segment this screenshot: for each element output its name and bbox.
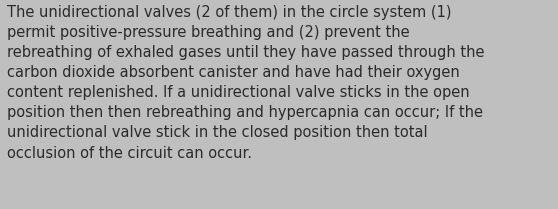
Text: The unidirectional valves (2 of them) in the circle system (1)
permit positive-p: The unidirectional valves (2 of them) in… — [7, 5, 484, 161]
